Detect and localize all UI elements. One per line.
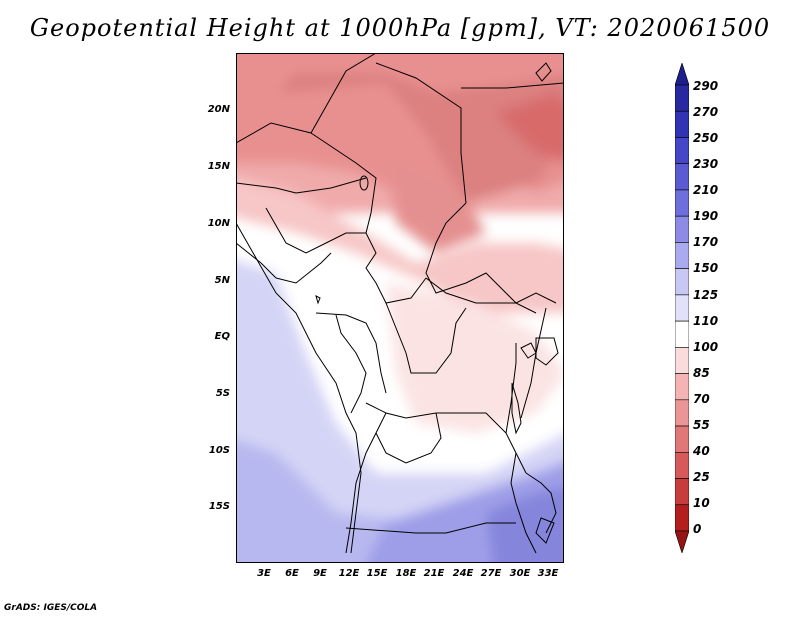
lon-label: 6E	[285, 568, 299, 579]
colorbar-segment	[675, 215, 689, 243]
colorbar-segment	[675, 242, 689, 269]
lon-label: 15E	[366, 568, 388, 579]
colorbar-label: 150	[693, 261, 719, 275]
colorbar-segment	[675, 110, 689, 138]
colorbar-segment	[675, 294, 689, 322]
field-map	[236, 53, 564, 563]
colorbar-segment	[675, 320, 689, 348]
country-borders	[236, 53, 564, 554]
colorbar-label: 0	[693, 522, 702, 536]
lon-label: 9E	[313, 568, 327, 579]
lon-label: 3E	[257, 568, 271, 579]
colorbar-segment	[675, 84, 689, 112]
colorbar-segment	[675, 347, 689, 374]
lon-label: 33E	[537, 568, 559, 579]
lat-label: 5S	[215, 388, 230, 399]
colorbar-segment	[675, 504, 689, 532]
lon-label: 21E	[423, 568, 445, 579]
lat-label: 15S	[208, 501, 230, 512]
colorbar-label: 290	[693, 79, 719, 93]
colorbar-label: 250	[693, 131, 719, 145]
colorbar-segment	[675, 478, 689, 506]
colorbar-segment	[675, 268, 689, 296]
lat-label: 20N	[207, 104, 230, 115]
colorbar-label: 210	[693, 183, 719, 197]
lat-label: EQ	[214, 331, 230, 342]
map-title: Geopotential Height at 1000hPa [gpm], VT…	[29, 14, 771, 42]
colorbar-bottom-arrow	[675, 530, 689, 553]
colorbar-segment	[675, 163, 689, 191]
lon-label: 27E	[480, 568, 502, 579]
colorbar-label: 55	[693, 418, 710, 432]
colorbar-segment	[675, 189, 689, 217]
colorbar-label: 40	[693, 444, 710, 458]
colorbar-label: 10	[693, 496, 710, 510]
colorbar-label: 25	[693, 470, 710, 484]
colorbar-segment	[675, 451, 689, 479]
colorbar-label: 85	[693, 366, 710, 380]
lat-label: 5N	[214, 275, 230, 286]
colorbar-label: 125	[693, 288, 719, 302]
colorbar-label: 190	[693, 209, 719, 223]
colorbar-label: 110	[693, 314, 719, 328]
height-field	[236, 53, 564, 563]
lon-label: 18E	[395, 568, 417, 579]
colorbar-label: 270	[693, 105, 719, 119]
lon-label: 30E	[509, 568, 531, 579]
lat-label: 10S	[208, 445, 230, 456]
colorbar-label: 70	[693, 392, 710, 406]
footer-credit: GrADS: IGES/COLA	[4, 603, 98, 613]
map-border	[236, 53, 564, 563]
lat-label: 15N	[207, 161, 230, 172]
colorbar-label: 170	[693, 235, 719, 249]
colorbar-segment	[675, 373, 689, 401]
colorbar-top-arrow	[675, 63, 689, 86]
lakes	[236, 62, 559, 554]
lon-label: 24E	[452, 568, 474, 579]
colorbar-segment	[675, 399, 689, 427]
colorbar-label: 100	[693, 340, 719, 354]
colorbar-label: 230	[693, 157, 719, 171]
lon-label: 12E	[338, 568, 360, 579]
colorbar	[675, 63, 689, 553]
map-frame	[236, 53, 564, 563]
colorbar-segment	[675, 425, 689, 453]
colorbar-segment	[675, 137, 689, 165]
lat-label: 10N	[207, 218, 230, 229]
